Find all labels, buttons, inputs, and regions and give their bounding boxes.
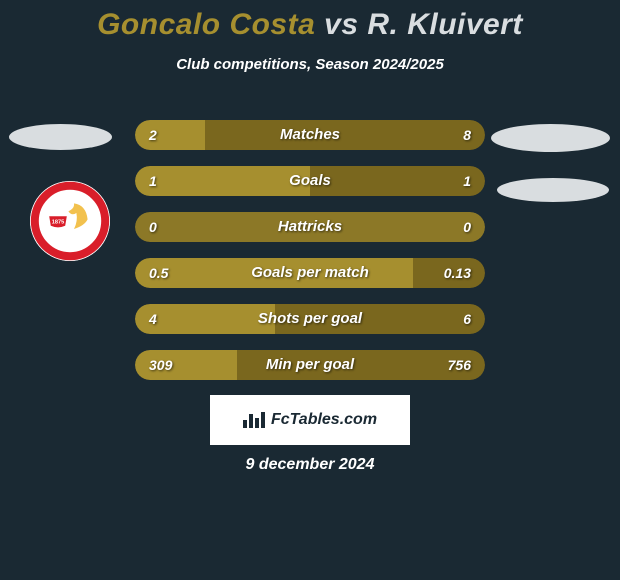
stat-row: 28Matches [135,120,485,150]
stat-row: 46Shots per goal [135,304,485,334]
svg-text:A.F.C: A.F.C [62,235,79,243]
date-text: 9 december 2024 [0,456,620,474]
stats-area: 28Matches 11Goals 00Hattricks 0.50.13Goals … [135,120,485,396]
stat-row: 309756Min per goal [135,350,485,380]
decorative-oval [491,124,610,152]
stat-label: Shots per goal [135,304,485,334]
watermark-icon [243,412,265,428]
stat-label: Goals per match [135,258,485,288]
title-vs: vs [324,8,358,41]
subtitle: Club competitions, Season 2024/2025 [0,56,620,73]
stat-label: Matches [135,120,485,150]
comparison-title: Goncalo Costa vs R. Kluivert [0,0,620,42]
stat-label: Hattricks [135,212,485,242]
stat-row: 00Hattricks [135,212,485,242]
watermark: FcTables.com [210,395,410,445]
stat-row: 11Goals [135,166,485,196]
badge-text-bottom: A.F.C [62,235,79,243]
title-player-left: Goncalo Costa [97,8,315,41]
stat-label: Min per goal [135,350,485,380]
watermark-text: FcTables.com [271,411,377,429]
decorative-oval [497,178,609,202]
decorative-oval [9,124,112,150]
stat-label: Goals [135,166,485,196]
stat-row: 0.50.13Goals per match [135,258,485,288]
title-player-right: R. Kluivert [367,8,523,41]
badge-year: 1875 [52,219,64,225]
club-badge: NEWTOWN A.F.C 1875 [30,181,110,261]
